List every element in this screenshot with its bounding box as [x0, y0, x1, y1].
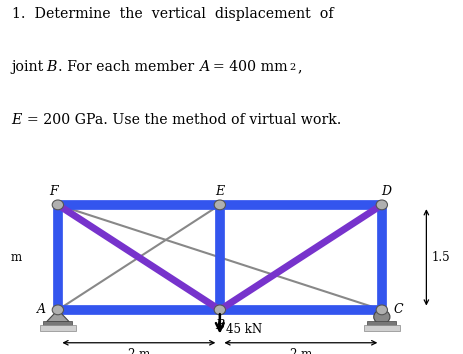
Text: = 400 mm: = 400 mm: [210, 60, 287, 74]
Text: 2 m: 2 m: [289, 348, 311, 354]
Bar: [43, 321, 72, 325]
Text: A: A: [37, 303, 46, 316]
Text: ,: ,: [297, 60, 302, 74]
Circle shape: [214, 305, 225, 315]
Text: 45 kN: 45 kN: [225, 323, 261, 336]
Text: B: B: [46, 60, 56, 74]
Bar: [363, 325, 399, 331]
Text: 2 m: 2 m: [127, 348, 150, 354]
Bar: [40, 325, 75, 331]
Circle shape: [52, 305, 63, 315]
Text: . For each member: . For each member: [58, 60, 198, 74]
Text: D: D: [380, 185, 390, 198]
Bar: [366, 321, 395, 325]
Text: B: B: [215, 319, 224, 332]
Circle shape: [52, 200, 63, 210]
Circle shape: [214, 200, 225, 210]
Text: 1.5: 1.5: [430, 251, 449, 264]
Text: E: E: [215, 185, 224, 198]
Circle shape: [375, 200, 387, 210]
Text: = 200 GPa. Use the method of virtual work.: = 200 GPa. Use the method of virtual wor…: [24, 113, 340, 127]
Text: A: A: [198, 60, 208, 74]
Polygon shape: [46, 310, 69, 322]
Text: 1.  Determine  the  vertical  displacement  of: 1. Determine the vertical displacement o…: [12, 7, 332, 21]
Text: m: m: [10, 251, 21, 264]
Text: 2: 2: [289, 63, 295, 72]
Text: joint: joint: [12, 60, 48, 74]
Circle shape: [373, 310, 389, 324]
Circle shape: [375, 305, 387, 315]
Text: F: F: [50, 185, 58, 198]
Text: E: E: [12, 113, 22, 127]
Text: C: C: [393, 303, 403, 316]
